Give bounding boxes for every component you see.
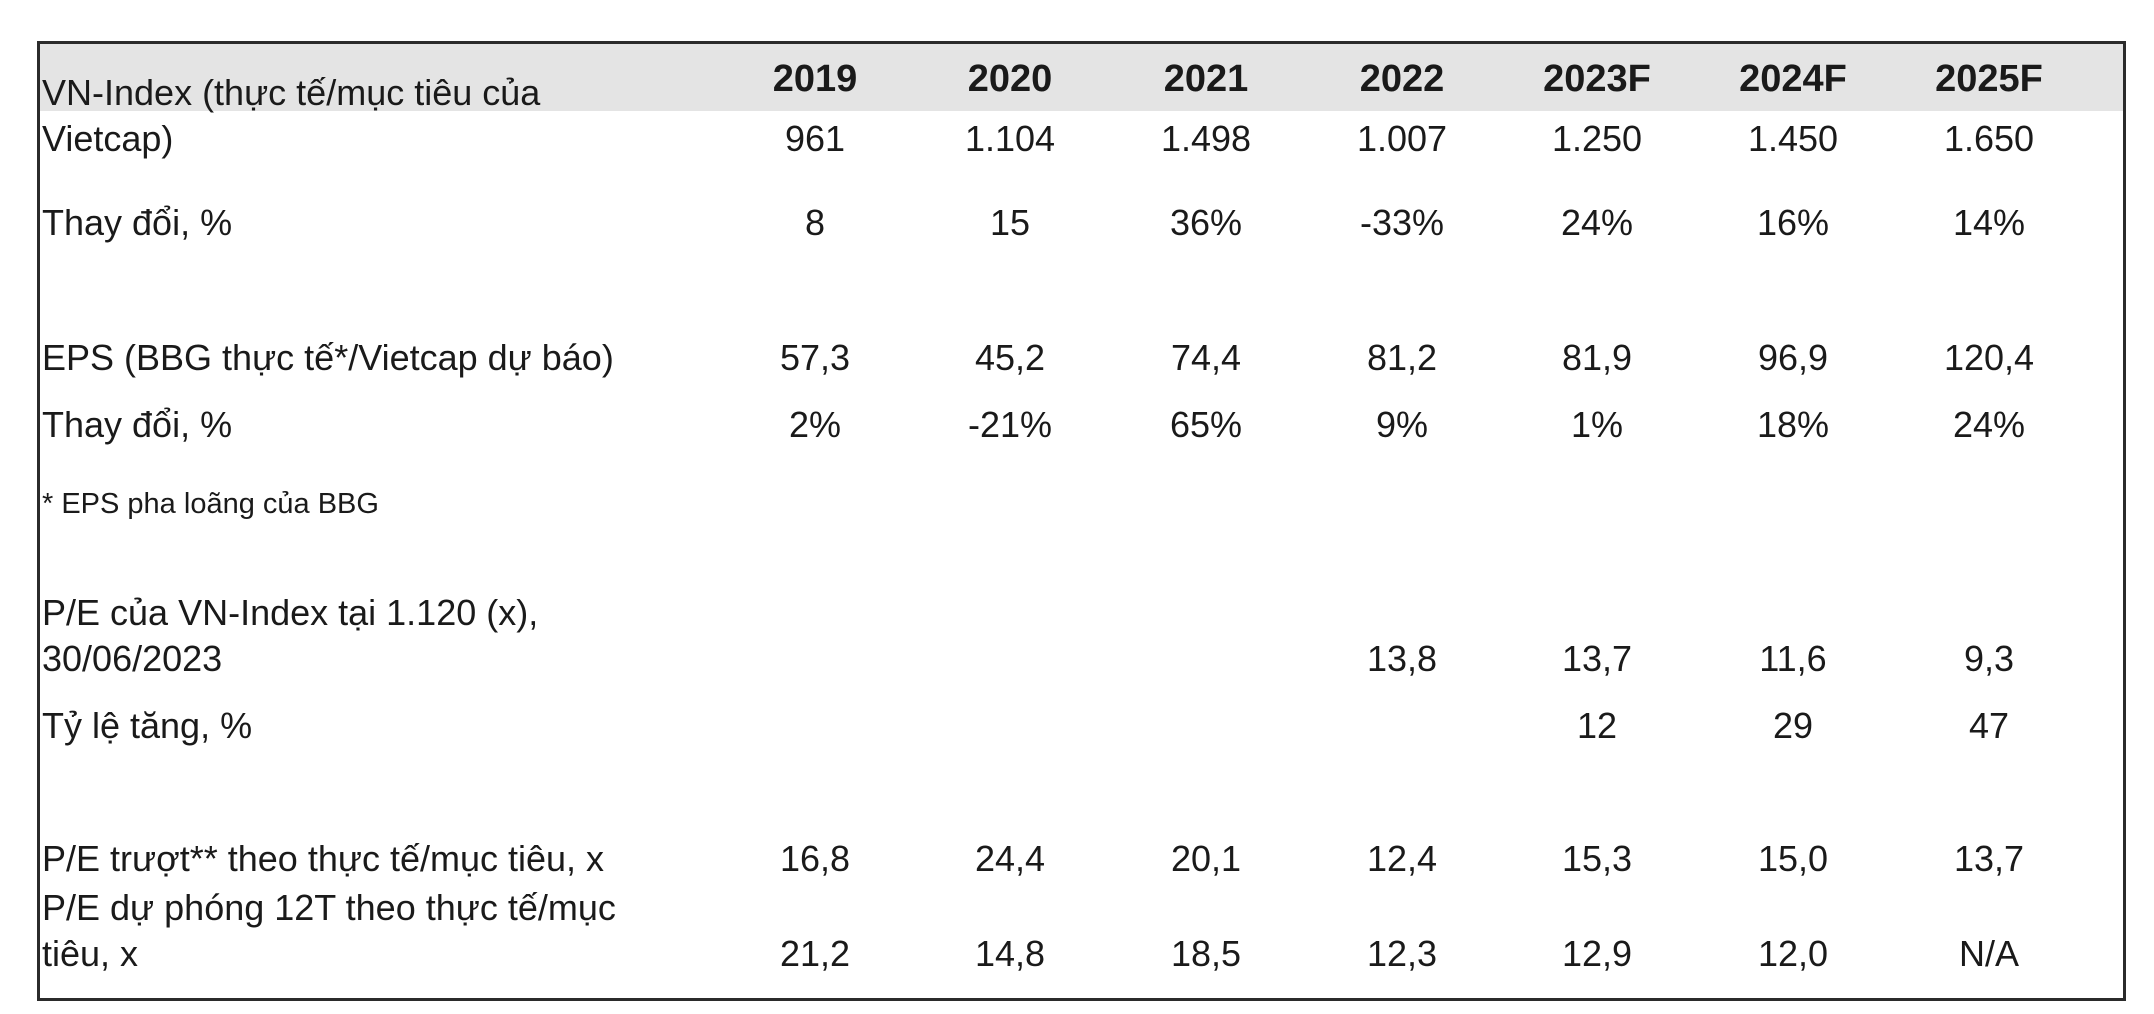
table-cell: 18,5: [1170, 933, 1242, 974]
data-table: 2019 2020 2021 2022 2023F 2024F 2025F VN-Index …: [37, 41, 2126, 1001]
table-cell: 47: [1968, 705, 2010, 746]
column-header-2025f: 2025F: [1935, 58, 2043, 100]
table-cell: 1%: [1570, 404, 1624, 445]
table-cell: 1.250: [1551, 118, 1643, 159]
table-cell: 15,0: [1757, 838, 1829, 879]
table-cell: 24%: [1952, 404, 2026, 445]
table-cell: 81,2: [1366, 337, 1438, 378]
table-cell: 9,3: [1963, 638, 2015, 679]
table-cell: 14%: [1952, 202, 2026, 243]
table-cell: 12,9: [1561, 933, 1633, 974]
table-cell: 1.498: [1160, 118, 1252, 159]
table-cell: 1.007: [1356, 118, 1448, 159]
table-cell: 1.450: [1747, 118, 1839, 159]
table-cell: 15,3: [1561, 838, 1633, 879]
row-label: Thay đổi, %: [42, 202, 233, 243]
table-cell: 16%: [1756, 202, 1830, 243]
row-label: VN-Index (thực tế/mục tiêu của: [42, 72, 541, 113]
table-cell: 961: [784, 118, 846, 159]
table-cell: 20,1: [1170, 838, 1242, 879]
table-cell: 12,3: [1366, 933, 1438, 974]
table-cell: 16,8: [779, 838, 851, 879]
table-cell: 15: [989, 202, 1031, 243]
row-label: EPS (BBG thực tế*/Vietcap dự báo): [42, 337, 614, 378]
table-cell: 29: [1772, 705, 1814, 746]
table-cell: 12,4: [1366, 838, 1438, 879]
table-cell: 13,8: [1366, 638, 1438, 679]
table-cell: 11,6: [1759, 638, 1827, 679]
table-cell: 12: [1576, 705, 1618, 746]
column-header-2020: 2020: [967, 58, 1053, 100]
table-cell: 81,9: [1561, 337, 1633, 378]
table-cell: 14,8: [974, 933, 1046, 974]
table-cell: N/A: [1958, 933, 2019, 974]
table-cell: 74,4: [1170, 337, 1242, 378]
column-header-2022: 2022: [1359, 58, 1445, 100]
table-cell: 57,3: [779, 337, 851, 378]
row-label: tiêu, x: [42, 933, 139, 974]
column-header-2024f: 2024F: [1739, 58, 1847, 100]
table-cell: 24,4: [974, 838, 1046, 879]
table-cell: 12,0: [1757, 933, 1829, 974]
table-cell: 18%: [1756, 404, 1830, 445]
table-cell: -33%: [1359, 202, 1445, 243]
row-label: Thay đổi, %: [42, 404, 233, 445]
table-cell: 21,2: [779, 933, 851, 974]
row-label: P/E của VN-Index tại 1.120 (x),: [42, 592, 539, 633]
table-cell: 1.650: [1943, 118, 2035, 159]
table-cell: 8: [804, 202, 826, 243]
row-label: Tỷ lệ tăng, %: [42, 705, 253, 746]
table-cell: 120,4: [1943, 337, 2035, 378]
table-cell: 2%: [788, 404, 842, 445]
column-header-2019: 2019: [772, 58, 858, 100]
table-cell: -21%: [967, 404, 1053, 445]
row-label: * EPS pha loãng của BBG: [42, 488, 379, 520]
table-cell: 24%: [1560, 202, 1634, 243]
table-cell: 65%: [1169, 404, 1243, 445]
table-cell: 9%: [1375, 404, 1429, 445]
table-cell: 36%: [1169, 202, 1243, 243]
table-cell: 13,7: [1561, 638, 1633, 679]
table-cell: 1.104: [964, 118, 1056, 159]
column-header-2023f: 2023F: [1543, 58, 1651, 100]
table-cell: 45,2: [974, 337, 1046, 378]
row-label: P/E trượt** theo thực tế/mục tiêu, x: [42, 838, 605, 879]
table-cell: 96,9: [1757, 337, 1829, 378]
header-row: [40, 44, 2123, 111]
row-label: P/E dự phóng 12T theo thực tế/mục: [42, 887, 616, 928]
table-cell: 13,7: [1953, 838, 2025, 879]
column-header-2021: 2021: [1163, 58, 1249, 100]
row-label: Vietcap): [42, 118, 174, 159]
row-label: 30/06/2023: [42, 638, 223, 679]
